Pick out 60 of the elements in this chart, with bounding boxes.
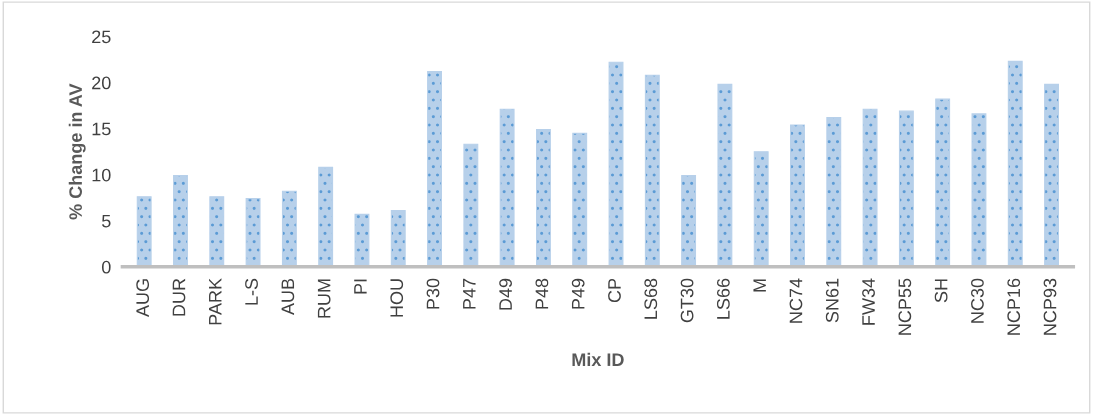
x-tick-label: AUG <box>136 279 150 318</box>
x-tick-label: LS66 <box>716 278 730 319</box>
bar <box>898 110 914 267</box>
x-tick-label: P48 <box>535 278 549 309</box>
y-tick-label: 0 <box>101 260 111 274</box>
x-tick-label: RUM <box>317 279 331 318</box>
y-tick-label: 25 <box>92 30 111 44</box>
x-tick-label: CP <box>608 278 621 303</box>
bar <box>862 108 878 267</box>
bar <box>971 113 987 267</box>
bar <box>1044 83 1060 267</box>
bar <box>354 213 370 267</box>
bar <box>427 70 442 267</box>
bar <box>390 210 406 267</box>
bar <box>608 61 624 267</box>
bar <box>753 151 769 267</box>
bar <box>173 175 188 267</box>
x-axis-title: Mix ID <box>572 352 624 366</box>
bar <box>1007 60 1023 267</box>
x-tick-label: SH <box>934 279 948 303</box>
x-tick-label: LS68 <box>644 278 658 319</box>
x-tick-label: HOU <box>390 279 404 317</box>
y-tick-label: 5 <box>101 214 111 228</box>
x-tick-label: SN61 <box>825 278 839 323</box>
x-tick-label: P47 <box>463 278 476 309</box>
bar <box>535 129 551 267</box>
bar <box>281 190 297 267</box>
x-tick-label: P30 <box>426 278 440 309</box>
bar <box>572 132 588 267</box>
bar <box>136 196 152 267</box>
bar <box>935 98 951 267</box>
x-tick-label: AUB <box>281 278 295 316</box>
y-tick-label: 15 <box>92 122 111 136</box>
x-tick-label: NCP93 <box>1043 278 1057 335</box>
bar <box>499 108 515 267</box>
bar <box>644 74 660 267</box>
bar <box>463 143 479 267</box>
x-tick-label: P49 <box>571 278 585 309</box>
x-tick-label: NC74 <box>789 278 803 323</box>
x-tick-label: D49 <box>499 278 512 310</box>
x-tick-label: PARK <box>209 278 222 325</box>
y-tick-label: 10 <box>92 168 111 182</box>
y-tick-label: 20 <box>92 76 111 90</box>
x-tick-label: NCP16 <box>1007 278 1021 335</box>
bar <box>717 83 733 267</box>
x-tick-label: NC30 <box>971 278 984 323</box>
bar <box>318 166 334 267</box>
bar <box>209 196 225 267</box>
bar <box>826 117 842 267</box>
x-tick-label: FW34 <box>862 278 875 325</box>
y-axis-title: % Change in AV <box>68 83 86 220</box>
x-tick-label: NCP55 <box>898 278 912 335</box>
x-tick-label: DUR <box>172 278 186 316</box>
x-tick-label: PI <box>354 279 367 294</box>
x-tick-label: M <box>753 279 766 292</box>
bar <box>790 124 805 267</box>
x-tick-label: GT30 <box>680 278 694 323</box>
x-tick-label: L-S <box>245 278 258 305</box>
bar <box>245 198 261 267</box>
bar <box>681 175 697 267</box>
